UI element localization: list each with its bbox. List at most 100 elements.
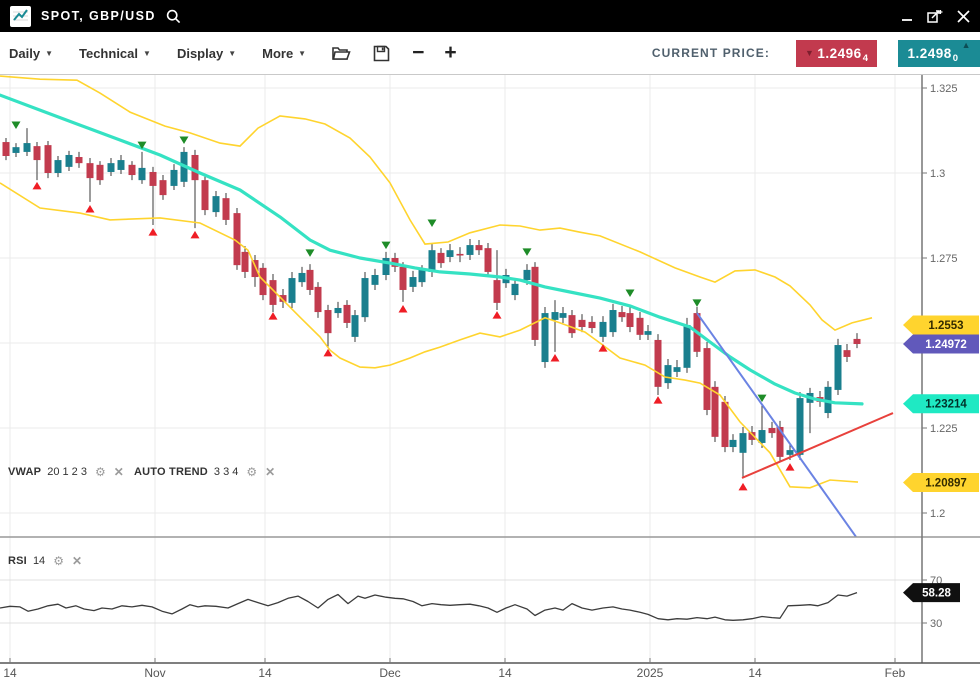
- price-tick-label: 1.275: [930, 253, 958, 265]
- auto-trend-name: AUTO TREND: [134, 466, 208, 478]
- candle-bear: [44, 145, 52, 173]
- search-icon[interactable]: [166, 9, 181, 24]
- candle-bear: [588, 321, 596, 329]
- buy-marker-icon: [398, 305, 408, 313]
- minimize-button[interactable]: [901, 10, 913, 22]
- title-bar: SPOT, GBP/USD: [0, 0, 980, 32]
- time-axis-labels: 14 Nov 14 Dec 14 2025 14 Feb: [3, 658, 906, 680]
- candle-bull: [834, 345, 842, 390]
- candle-bull: [551, 312, 559, 320]
- candle-bull: [170, 169, 178, 186]
- rsi-remove-icon[interactable]: ✕: [71, 554, 83, 568]
- buy-marker-icon: [32, 181, 42, 190]
- candle-bear: [86, 163, 94, 179]
- auto-trend-settings-gear-icon[interactable]: ⚙: [246, 465, 258, 479]
- zoom-in-button[interactable]: +: [444, 41, 457, 64]
- candle-bull: [466, 245, 474, 255]
- candle-bull: [796, 398, 804, 455]
- menu-timeframe[interactable]: Daily ▼: [9, 46, 53, 61]
- buy-marker-icon: [190, 230, 200, 239]
- menu-more-label: More: [262, 45, 294, 61]
- candle-bear: [75, 157, 83, 164]
- candle-bull: [212, 196, 220, 213]
- app-chart-icon: [10, 5, 31, 27]
- candle-bull: [418, 269, 426, 283]
- vwap-upper-band-line: [0, 75, 873, 332]
- vwap-remove-icon[interactable]: ✕: [113, 465, 124, 479]
- candle-bear: [578, 319, 586, 328]
- candle-bull: [54, 160, 62, 173]
- bid-price: 1.2496: [817, 45, 862, 61]
- close-button[interactable]: [957, 9, 970, 23]
- candle-bear: [96, 164, 104, 181]
- save-icon[interactable]: [373, 45, 390, 62]
- buy-marker-icon: [148, 228, 158, 236]
- time-tick-label: Dec: [379, 666, 400, 680]
- candle-bear: [191, 154, 199, 181]
- signal-markers: [11, 121, 795, 491]
- price-tag-0-value: 1.2553: [928, 320, 963, 332]
- candle-bull: [683, 324, 691, 368]
- candle-bear: [618, 312, 626, 318]
- candle-bull: [138, 167, 146, 181]
- popout-button[interactable]: [927, 9, 943, 23]
- open-folder-icon[interactable]: [332, 45, 351, 61]
- price-tag-2: 1.23214: [903, 394, 979, 414]
- candle-bull: [511, 283, 519, 296]
- sell-marker-icon: [625, 289, 635, 298]
- buy-marker-icon: [492, 311, 502, 319]
- time-tick-label: Nov: [144, 666, 165, 680]
- price-tag-1-shape: [903, 334, 979, 354]
- candle-bull: [664, 365, 672, 384]
- buy-marker-icon: [323, 348, 333, 357]
- menu-more[interactable]: More ▼: [262, 46, 306, 61]
- zoom-out-button[interactable]: −: [412, 41, 425, 64]
- price-tag-1: 1.24972: [903, 334, 979, 354]
- candle-bull: [758, 430, 766, 443]
- candle-bear: [768, 428, 776, 434]
- buy-marker-icon: [85, 205, 95, 213]
- buy-marker-icon: [785, 463, 795, 471]
- candle-bear: [776, 426, 784, 457]
- time-tick-label: Feb: [885, 666, 906, 680]
- auto-trend-params: 3 3 4: [213, 466, 239, 478]
- candle-bear: [251, 260, 259, 278]
- rsi-value-tag: 58.28: [903, 583, 960, 603]
- vwap-settings-gear-icon[interactable]: ⚙: [94, 465, 106, 479]
- candle-bear: [314, 286, 322, 313]
- auto-trend-down-line: [696, 312, 857, 538]
- price-tag-0: 1.2553: [903, 315, 979, 335]
- sell-marker-icon: [427, 219, 437, 227]
- vwap-lower-band-line: [0, 182, 859, 489]
- candle-bull: [559, 313, 567, 318]
- candle-bear: [399, 266, 407, 290]
- vwap-name: VWAP: [8, 466, 42, 478]
- arrow-up-icon: ▲: [961, 39, 971, 50]
- candle-bear: [721, 401, 729, 448]
- candle-bull: [673, 367, 681, 372]
- rsi-settings-gear-icon[interactable]: ⚙: [53, 554, 64, 568]
- menu-display[interactable]: Display ▼: [177, 46, 236, 61]
- auto-trend-remove-icon[interactable]: ✕: [265, 465, 276, 479]
- sell-marker-icon: [11, 121, 21, 130]
- sell-marker-icon: [381, 241, 391, 250]
- candle-bull: [334, 307, 342, 314]
- vwap-line: [0, 93, 864, 406]
- menu-display-label: Display: [176, 45, 224, 61]
- vwap-params: 20 1 2 3: [47, 466, 87, 478]
- candle-bear: [843, 350, 851, 357]
- vwap-indicator-label: VWAP 20 1 2 3 ⚙ ✕: [8, 465, 124, 479]
- candle-bull: [739, 433, 747, 453]
- candle-bear: [279, 295, 287, 302]
- candle-bear: [259, 267, 267, 296]
- bid-price-badge: ▼ 1.2496 4: [795, 39, 878, 67]
- candle-bear: [475, 245, 483, 251]
- menu-technical[interactable]: Technical ▼: [79, 46, 151, 61]
- buy-marker-icon: [653, 396, 663, 404]
- current-price-label: CURRENT PRICE:: [651, 46, 770, 60]
- price-tag-2-value: 1.23214: [925, 399, 967, 411]
- window-title: SPOT, GBP/USD: [41, 9, 156, 23]
- price-tag-0-shape: [903, 315, 979, 335]
